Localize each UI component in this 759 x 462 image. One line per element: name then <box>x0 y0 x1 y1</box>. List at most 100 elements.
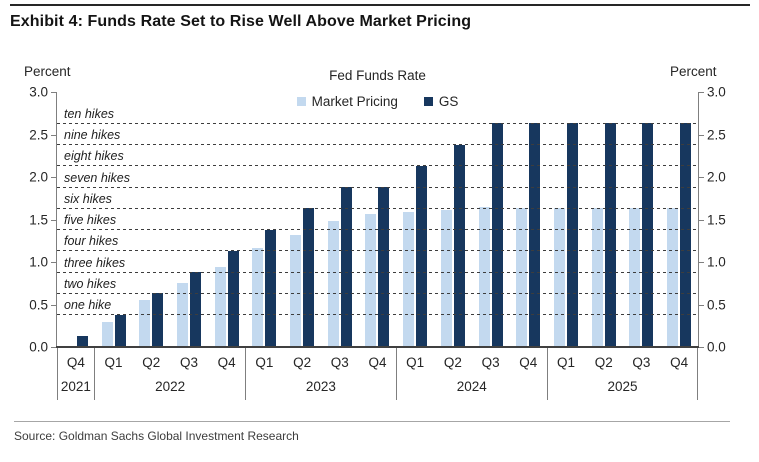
year-group-separator <box>546 347 548 400</box>
quarter-label-row: Q4 Q1 Q2 Q3 Q4 Q1 Q2 Q3 Q4 Q1 Q2 Q3 Q4 Q1 Q2 Q3 Q4 <box>57 347 698 373</box>
category-slot <box>132 92 170 347</box>
chart-legend: Market Pricing GS <box>57 94 698 109</box>
hike-gridline <box>57 207 698 209</box>
plot-area: one hike two hikes three hikes four hikes fi… <box>29 85 726 355</box>
gs-bar <box>340 187 352 347</box>
x-axis-labels: Q4 Q1 Q2 Q3 Q4 Q1 Q2 Q3 Q4 Q1 Q2 Q3 Q4 Q1 Q2 Q3 Q4 2021 2… <box>57 347 698 400</box>
market-pricing-bar <box>139 300 151 347</box>
y-tick-label-left: 3.0 <box>29 84 48 100</box>
market-pricing-bar <box>403 211 415 347</box>
x-axis-quarter-label: Q3 <box>481 354 500 370</box>
gs-bar <box>152 293 164 347</box>
y-tick-right <box>699 262 704 263</box>
hike-gridline <box>57 314 698 316</box>
market-pricing-bar <box>629 208 641 347</box>
gs-swatch-icon <box>423 97 433 106</box>
gs-bar <box>453 144 465 347</box>
y-tick-left <box>51 262 56 263</box>
top-rule <box>10 4 750 6</box>
x-axis-year-label: 2023 <box>305 379 336 394</box>
gs-bar <box>680 123 692 347</box>
footer-rule <box>14 421 730 422</box>
hike-label: three hikes <box>64 255 126 270</box>
category-slot <box>170 92 208 347</box>
legend-item-gs: GS <box>423 94 459 109</box>
x-axis-quarter-label: Q4 <box>66 354 85 370</box>
hike-label: six hikes <box>64 191 112 206</box>
category-slot <box>283 92 321 347</box>
y-tick-left <box>51 347 56 348</box>
bar-series <box>57 92 698 347</box>
x-axis-quarter-label: Q4 <box>368 354 387 370</box>
x-axis-quarter-label: Q2 <box>594 354 613 370</box>
market-pricing-bar <box>252 248 264 347</box>
market-pricing-bar <box>440 210 452 347</box>
y-tick-left <box>51 177 56 178</box>
x-axis-line <box>56 346 699 348</box>
gs-bar <box>76 335 88 347</box>
y-tick-label-left: 1.0 <box>29 254 48 270</box>
exhibit-title: Exhibit 4: Funds Rate Set to Rise Well A… <box>10 13 472 30</box>
y-tick-right <box>699 177 704 178</box>
x-axis-quarter-label: Q4 <box>670 354 689 370</box>
x-axis-quarter-label: Q2 <box>142 354 161 370</box>
category-slot <box>359 92 397 347</box>
y-tick-right <box>699 347 704 348</box>
source-line: Source: Goldman Sachs Global Investment … <box>14 429 299 443</box>
y-tick-label-right: 3.0 <box>707 84 726 100</box>
y-tick-label-left: 2.5 <box>29 127 48 142</box>
category-slot <box>472 92 510 347</box>
y-axis-unit-left: Percent <box>24 64 71 79</box>
market-pricing-bar <box>101 321 113 347</box>
x-axis-quarter-label: Q1 <box>406 354 425 370</box>
gs-bar <box>227 250 239 347</box>
market-pricing-bar <box>667 207 679 347</box>
hike-label: four hikes <box>64 234 119 249</box>
gs-bar <box>189 272 201 347</box>
x-axis-quarter-label: Q1 <box>104 354 123 370</box>
y-tick-label-right: 0.0 <box>707 339 726 355</box>
y-tick-label-left: 0.5 <box>29 297 48 312</box>
y-tick-label-right: 2.5 <box>707 127 726 142</box>
category-slot <box>434 92 472 347</box>
category-slot <box>208 92 246 347</box>
y-axis-line-right <box>698 92 699 347</box>
gs-bar <box>529 123 541 347</box>
y-axis-unit-right: Percent <box>670 64 717 79</box>
hike-label: nine hikes <box>64 128 121 143</box>
y-tick-label-right: 1.5 <box>707 212 726 227</box>
y-tick-label-left: 0.0 <box>29 339 48 355</box>
hike-gridline <box>57 250 698 252</box>
hike-label: eight hikes <box>64 149 124 164</box>
gs-bar <box>491 123 503 347</box>
x-axis-year-label: 2024 <box>456 379 487 394</box>
hike-label: one hike <box>64 298 112 313</box>
y-tick-label-left: 2.0 <box>29 169 48 185</box>
y-tick-right <box>699 304 704 306</box>
year-group-separator <box>94 347 96 400</box>
x-axis-quarter-label: Q3 <box>179 354 198 370</box>
chart-title: Fed Funds Rate <box>329 68 426 83</box>
legend-label-gs: GS <box>438 94 459 109</box>
category-slot <box>95 92 133 347</box>
market-pricing-swatch-icon <box>296 97 306 106</box>
hike-label: five hikes <box>64 213 117 228</box>
category-slot <box>660 92 698 347</box>
y-tick-right <box>699 134 704 136</box>
y-tick-label-right: 2.0 <box>707 169 726 185</box>
y-tick-left <box>51 219 56 221</box>
x-axis-quarter-label: Q1 <box>556 354 575 370</box>
market-pricing-bar <box>365 213 377 347</box>
hike-label: two hikes <box>64 276 117 291</box>
legend-item-market-pricing: Market Pricing <box>296 94 398 109</box>
market-pricing-bar <box>478 206 490 347</box>
y-tick-right <box>699 92 704 93</box>
hike-gridline <box>57 292 698 294</box>
category-slot <box>585 92 623 347</box>
x-axis-quarter-label: Q2 <box>443 354 462 370</box>
hike-gridline <box>57 144 698 146</box>
gs-bar <box>114 314 126 347</box>
market-pricing-bar <box>176 283 188 347</box>
market-pricing-bar <box>516 208 528 347</box>
